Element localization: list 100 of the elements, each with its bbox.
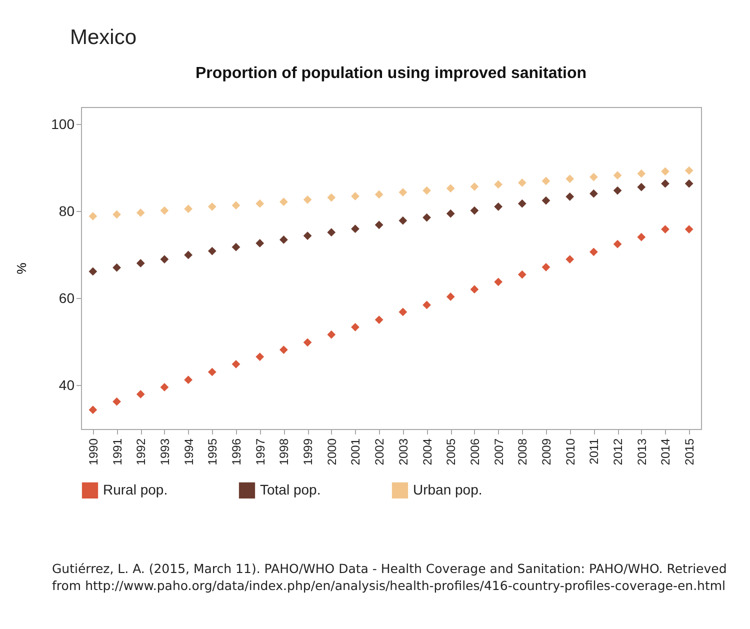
- point: [661, 179, 670, 188]
- x-tick-label: 2003: [396, 438, 410, 466]
- point: [280, 198, 288, 206]
- point: [470, 206, 479, 215]
- x-tick-label: 2002: [372, 438, 387, 466]
- point: [160, 206, 169, 215]
- point: [303, 338, 312, 347]
- point: [446, 292, 455, 301]
- x-tick-label: 2004: [420, 438, 434, 466]
- x-tick-label: 1996: [230, 438, 244, 466]
- point: [351, 192, 360, 200]
- x-tick-label: 1997: [253, 438, 268, 466]
- point: [88, 212, 98, 220]
- point: [280, 236, 288, 244]
- point: [398, 308, 408, 316]
- point: [613, 171, 622, 180]
- point: [88, 406, 98, 414]
- point: [422, 300, 431, 310]
- point: [613, 186, 622, 195]
- point: [684, 166, 694, 175]
- point: [374, 220, 384, 230]
- point: [351, 322, 360, 332]
- point: [590, 248, 598, 256]
- point: [208, 368, 216, 376]
- point: [232, 360, 240, 368]
- y-tick-label: 100: [51, 116, 75, 132]
- point: [494, 202, 502, 211]
- point: [112, 397, 121, 406]
- x-tick-label: 2001: [348, 438, 363, 466]
- x-tick-label: 2011: [587, 438, 602, 464]
- point: [303, 196, 312, 204]
- x-tick-label: 2005: [444, 438, 458, 466]
- point: [256, 199, 264, 208]
- point: [494, 278, 502, 286]
- point: [518, 270, 526, 279]
- point: [398, 188, 408, 196]
- y-tick-label: 80: [58, 202, 75, 219]
- point: [566, 255, 574, 264]
- point: [112, 210, 121, 219]
- text: Gutiérrez, L. A. (2015, March 11). PAHO/WHO Data - Health Coverage and Sanitation: PAHO/WHO. Retrieved from http://www.paho.org/data/index.php/en/analysis/health-profiles/416-country-profiles-coverage-en.html: [52, 560, 728, 594]
- point: [494, 180, 502, 189]
- x-tick-label: 1993: [158, 438, 172, 466]
- point: [590, 189, 598, 198]
- point: [160, 255, 169, 264]
- x-tick-label: 1994: [182, 438, 196, 466]
- point: [327, 330, 336, 339]
- x-tick-label: 2009: [540, 438, 554, 466]
- point: [136, 208, 145, 217]
- point: [613, 240, 622, 248]
- x-tick-label: 2010: [563, 438, 578, 466]
- x-tick-label: 1991: [110, 438, 124, 466]
- point: [208, 202, 216, 211]
- point: [136, 259, 145, 268]
- point: [661, 167, 670, 176]
- x-tick-label: 2008: [516, 438, 530, 466]
- point: [374, 316, 384, 324]
- point: [184, 204, 192, 214]
- x-tick-label: 1999: [301, 438, 316, 466]
- y-tick-label: 40: [58, 376, 75, 393]
- point: [470, 285, 479, 294]
- point: [566, 174, 574, 183]
- point: [542, 176, 550, 186]
- x-tick-label: 2015: [682, 438, 697, 466]
- point: [684, 225, 694, 234]
- legend-label: Rural pop.: [103, 481, 168, 498]
- x-tick-label: 2006: [468, 438, 482, 466]
- point: [684, 179, 694, 188]
- point: [327, 228, 336, 236]
- x-tick-label: 2014: [658, 438, 673, 466]
- point: [661, 225, 670, 234]
- point: [566, 192, 574, 201]
- point: [637, 169, 646, 178]
- x-tick-label: 1992: [134, 438, 148, 466]
- y-axis-title: %: [14, 262, 30, 274]
- point: [232, 242, 240, 252]
- point: [256, 239, 264, 248]
- point: [446, 209, 455, 218]
- x-tick-label: 1995: [206, 438, 220, 466]
- x-tick-label: 2012: [611, 438, 626, 466]
- point: [232, 201, 240, 210]
- point: [88, 267, 98, 276]
- point: [351, 224, 360, 234]
- point: [542, 262, 550, 272]
- point: [160, 383, 169, 392]
- point: [327, 193, 336, 202]
- point: [208, 246, 216, 256]
- point: [637, 232, 646, 242]
- point: [542, 196, 550, 205]
- x-tick-label: 2013: [634, 438, 649, 466]
- chart-title: Mexico: [70, 26, 137, 50]
- point: [518, 178, 526, 187]
- point: [256, 352, 264, 361]
- legend-label: Urban pop.: [413, 481, 482, 498]
- x-tick-label: 1990: [86, 438, 100, 466]
- point: [112, 263, 121, 272]
- x-tick-label: 1998: [277, 438, 292, 466]
- point: [136, 390, 145, 398]
- x-tick-label: 2000: [324, 438, 339, 466]
- x-tick-label: 2007: [492, 438, 506, 466]
- point: [184, 376, 192, 384]
